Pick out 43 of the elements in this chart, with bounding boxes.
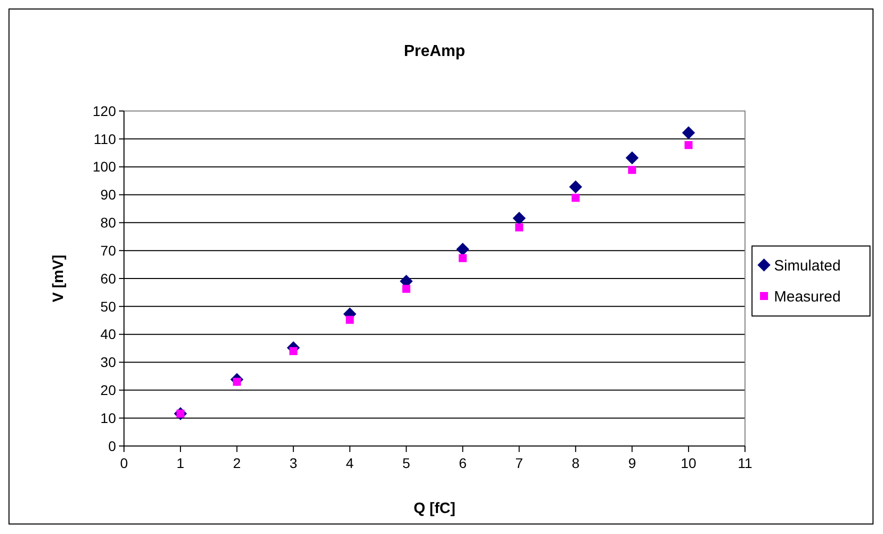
point [572, 194, 580, 202]
x-tick-label: 4 [346, 455, 354, 471]
y-axis-title: V [mV] [50, 254, 67, 302]
point [684, 141, 693, 150]
y-tick-label: 0 [108, 438, 116, 454]
y-tick-label: 20 [100, 382, 116, 398]
point [456, 242, 470, 256]
x-tick-label: 5 [402, 455, 410, 471]
x-axis-title: Q [fC] [414, 500, 456, 517]
y-tick-label: 80 [100, 214, 116, 231]
x-tick-label: 10 [680, 455, 697, 471]
y-tick-label: 40 [100, 326, 116, 342]
x-tick-label: 6 [458, 455, 467, 471]
y-tick-label: 90 [100, 186, 116, 203]
legend-label: Simulated [774, 257, 841, 274]
x-tick-label: 2 [233, 455, 242, 471]
x-tick-label: 0 [120, 455, 128, 471]
legend-label: Measured [774, 288, 841, 306]
y-tick-label: 100 [92, 158, 116, 175]
point [289, 347, 298, 356]
y-tick-label: 30 [100, 354, 116, 370]
x-tick-label: 3 [289, 455, 298, 471]
y-tick-label: 60 [100, 270, 116, 286]
chart-title: PreAmp [404, 43, 466, 60]
point [626, 151, 639, 164]
x-tick-label: 9 [628, 455, 636, 471]
point [628, 166, 636, 174]
point [682, 126, 696, 140]
point [402, 284, 410, 293]
point [458, 254, 467, 262]
y-tick-label: 70 [100, 242, 116, 258]
y-tick-label: 50 [100, 298, 116, 314]
y-tick-label: 120 [92, 102, 116, 119]
point [512, 212, 526, 225]
y-tick-label: 110 [94, 130, 116, 147]
point [515, 223, 524, 232]
y-tick-label: 10 [100, 410, 116, 426]
point [346, 316, 354, 324]
x-tick-label: 1 [176, 455, 185, 471]
x-tick-label: 11 [738, 455, 752, 471]
point [569, 180, 582, 194]
x-tick-label: 8 [572, 455, 580, 471]
x-tick-label: 7 [515, 455, 524, 471]
